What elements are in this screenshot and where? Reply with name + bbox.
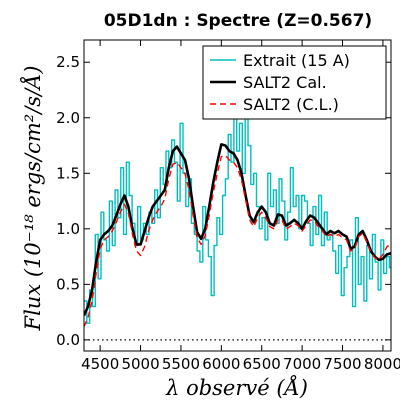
x-axis-label: λ observé (Å)	[165, 375, 308, 400]
x-tick-label: 5500	[162, 355, 200, 373]
y-tick-label: 1.5	[56, 164, 80, 182]
series-line-3	[84, 154, 391, 327]
x-tick-label: 4500	[81, 355, 119, 373]
x-tick-label: 5000	[121, 355, 159, 373]
y-tick-label: 1.0	[56, 220, 80, 238]
chart-title: 05D1dn : Spectre (Z=0.567)	[104, 11, 372, 31]
y-tick-label: 2.5	[56, 53, 80, 71]
y-tick-label: 2.0	[56, 109, 80, 127]
x-tick-label: 7500	[323, 355, 361, 373]
plot-area	[84, 89, 391, 341]
plot-frame	[83, 39, 392, 352]
y-tick-label: 0.5	[56, 275, 80, 293]
y-tick-label: 0.0	[56, 331, 80, 349]
y-axis-label: Flux (10⁻¹⁸ ergs/cm²/s/Å)	[20, 66, 45, 332]
axis-ticks: 4500 5000 5500 6000 6500 7000 7500 8000 0.0 0.5 1.…	[56, 40, 400, 373]
series-line-1	[84, 89, 391, 324]
x-tick-label: 8000	[364, 355, 400, 373]
x-tick-label: 6000	[202, 355, 240, 373]
legend: Extrait (15 A) SALT2 Cal. SALT2 (C.L.)	[202, 45, 387, 120]
legend-label-3: SALT2 (C.L.)	[243, 95, 339, 114]
x-tick-label: 7000	[283, 355, 321, 373]
x-tick-label: 6500	[243, 355, 281, 373]
legend-label-2: SALT2 Cal.	[243, 73, 327, 92]
series-line-2	[84, 143, 391, 317]
legend-label-1: Extrait (15 A)	[243, 51, 350, 70]
